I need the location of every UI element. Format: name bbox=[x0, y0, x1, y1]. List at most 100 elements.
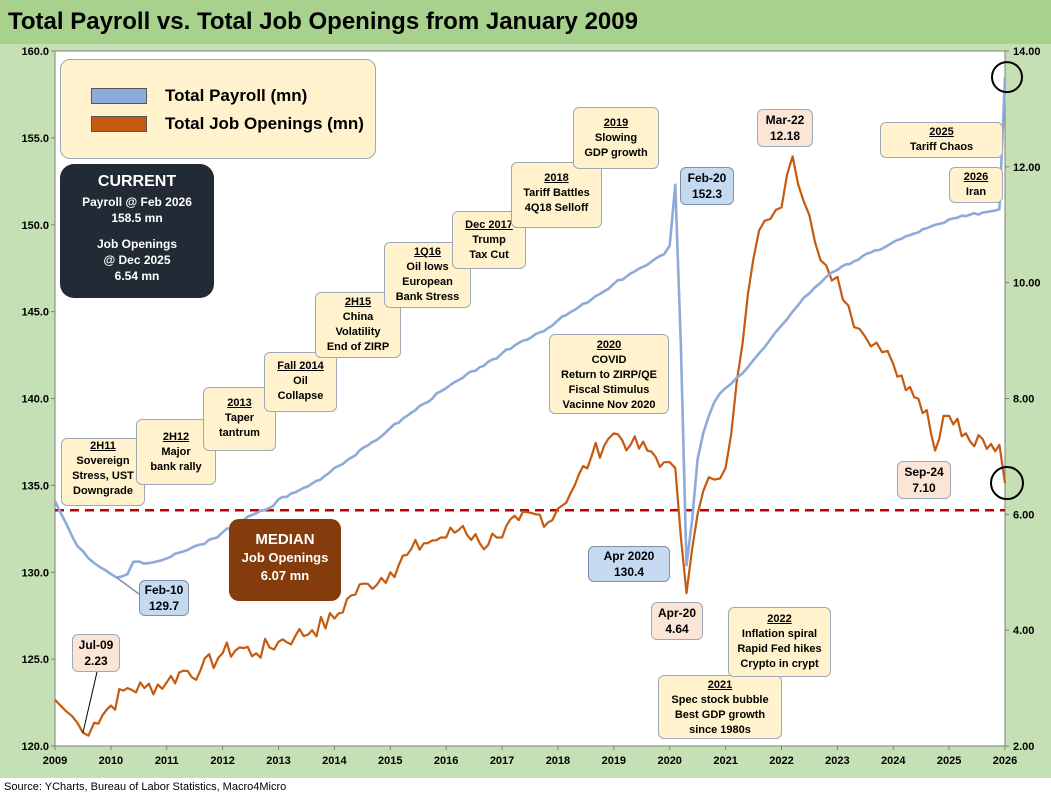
source-note: Source: YCharts, Bureau of Labor Statist… bbox=[4, 781, 287, 793]
callout-value: 2.23 bbox=[84, 654, 108, 668]
callout-jul-09: Jul-09 2.23 bbox=[72, 634, 120, 672]
callout-value: 4.64 bbox=[665, 622, 689, 636]
series-openings-line bbox=[54, 155, 1007, 737]
annotation-line: Tariff Battles bbox=[523, 187, 590, 199]
callout-label: Sep-24 bbox=[904, 465, 944, 479]
y-left-tick-label: 155.0 bbox=[21, 133, 49, 145]
y-left-tick-label: 135.0 bbox=[21, 480, 49, 492]
annotation-line: since 1980s bbox=[689, 724, 751, 736]
callout-feb-20: Feb-20 152.3 bbox=[680, 167, 734, 205]
x-tick-label: 2015 bbox=[378, 755, 402, 767]
y-left-tick-label: 125.0 bbox=[21, 654, 49, 666]
annotation-line: GDP growth bbox=[584, 147, 648, 159]
annotation-head: 2019 bbox=[603, 117, 629, 129]
callout-label: Apr 2020 bbox=[603, 549, 655, 563]
x-tick-label: 2026 bbox=[993, 755, 1017, 767]
callout-mar-22: Mar-22 12.18 bbox=[757, 109, 813, 147]
series-payroll-line bbox=[53, 77, 1007, 579]
callout-feb-10: Feb-10 129.7 bbox=[139, 580, 189, 616]
x-tick-label: 2011 bbox=[155, 755, 179, 767]
median-box: MEDIAN Job Openings 6.07 mn bbox=[229, 519, 341, 601]
y-right-tick-label: 6.00 bbox=[1013, 509, 1034, 521]
y-right-tick-label: 8.00 bbox=[1013, 394, 1034, 406]
payroll-endpoint-circle bbox=[991, 61, 1023, 94]
y-left-tick-label: 140.0 bbox=[21, 394, 49, 406]
annotation-2021: 2021 Spec stock bubble Best GDP growth s… bbox=[658, 675, 782, 739]
annotation-line: Spec stock bubble bbox=[671, 694, 769, 706]
annotation-head: 2021 bbox=[707, 679, 733, 691]
x-tick-label: 2025 bbox=[937, 755, 961, 767]
current-openings-date: @ Dec 2025 bbox=[103, 253, 171, 267]
annotation-2h12: 2H12 Major bank rally bbox=[136, 419, 216, 485]
annotation-line: Tax Cut bbox=[469, 249, 509, 261]
annotation-line: COVID bbox=[591, 354, 627, 366]
annotation-2018: 2018 Tariff Battles 4Q18 Selloff bbox=[511, 162, 602, 228]
callout-apr-2020: Apr 2020 130.4 bbox=[588, 546, 670, 582]
annotation-line: Crypto in crypt bbox=[740, 658, 819, 670]
annotation-head: 2018 bbox=[544, 172, 569, 184]
annotation-line: Taper bbox=[224, 412, 255, 424]
annotation-line: Collapse bbox=[277, 390, 324, 402]
annotation-line: Inflation spiral bbox=[741, 628, 818, 640]
annotation-line: Slowing bbox=[594, 132, 638, 144]
current-openings-value: 6.54 mn bbox=[114, 269, 160, 283]
x-tick-label: 2013 bbox=[266, 755, 290, 767]
callout-value: 12.18 bbox=[769, 129, 801, 143]
x-tick-label: 2022 bbox=[769, 755, 793, 767]
y-right-tick-label: 4.00 bbox=[1013, 625, 1034, 637]
x-tick-label: 2010 bbox=[99, 755, 123, 767]
annotation-line: Oil bbox=[293, 375, 308, 387]
legend-payroll: Total Payroll (mn) bbox=[91, 86, 307, 106]
x-tick-label: 2017 bbox=[490, 755, 514, 767]
annotation-2026: 2026 Iran bbox=[949, 167, 1003, 203]
y-left-tick-label: 145.0 bbox=[21, 307, 49, 319]
legend-openings: Total Job Openings (mn) bbox=[91, 114, 364, 134]
annotation-2020: 2020 COVID Return to ZIRP/QE Fiscal Stim… bbox=[549, 334, 669, 414]
annotation-line: tantrum bbox=[219, 427, 260, 439]
callout-value: 129.7 bbox=[148, 599, 180, 613]
chart-title: Total Payroll vs. Total Job Openings fro… bbox=[8, 8, 638, 35]
x-tick-label: 2012 bbox=[210, 755, 234, 767]
feb-10-leader bbox=[116, 576, 140, 595]
annotation-head: 2026 bbox=[963, 171, 989, 183]
annotation-line: Downgrade bbox=[73, 485, 133, 497]
annotation-head: 2025 bbox=[929, 126, 954, 138]
x-tick-label: 2024 bbox=[881, 755, 906, 767]
legend-openings-label: Total Job Openings (mn) bbox=[165, 114, 364, 133]
annotation-2013: 2013 Taper tantrum bbox=[203, 387, 276, 451]
annotation-line: Tariff Chaos bbox=[909, 141, 974, 153]
annotation-head: 2H11 bbox=[90, 440, 116, 452]
annotation-line: Best GDP growth bbox=[674, 709, 766, 721]
median-value: 6.07 mn bbox=[260, 568, 310, 583]
current-payroll-label: Payroll @ Feb 2026 bbox=[82, 195, 192, 209]
callout-label: Apr-20 bbox=[657, 606, 696, 620]
current-box: CURRENT Payroll @ Feb 2026 158.5 mn Job … bbox=[60, 164, 214, 298]
annotation-line: China bbox=[342, 311, 374, 323]
x-tick-label: 2009 bbox=[43, 755, 67, 767]
annotation-line: 4Q18 Selloff bbox=[524, 202, 589, 214]
annotation-line: Return to ZIRP/QE bbox=[561, 369, 657, 381]
y-right-tick-label: 2.00 bbox=[1013, 741, 1034, 753]
callout-value: 7.10 bbox=[912, 481, 936, 495]
x-tick-label: 2023 bbox=[825, 755, 849, 767]
annotation-head: 2020 bbox=[596, 339, 622, 351]
current-payroll-value: 158.5 mn bbox=[111, 211, 163, 225]
y-left-tick-label: 130.0 bbox=[21, 567, 49, 579]
annotation-2025: 2025 Tariff Chaos bbox=[880, 122, 1003, 158]
y-right-tick-label: 10.00 bbox=[1013, 278, 1041, 290]
annotation-line: Volatility bbox=[335, 326, 381, 338]
annotation-line: Sovereign bbox=[76, 455, 130, 467]
current-title: CURRENT bbox=[97, 173, 177, 190]
annotation-line: Oil lows bbox=[406, 261, 449, 273]
annotation-line: Fiscal Stimulus bbox=[568, 384, 650, 396]
annotation-line: End of ZIRP bbox=[326, 341, 390, 353]
median-label: Job Openings bbox=[241, 550, 329, 565]
jul-09-leader bbox=[82, 671, 98, 733]
x-tick-label: 2019 bbox=[602, 755, 626, 767]
annotation-head: 2013 bbox=[227, 397, 252, 409]
openings-endpoint-circle bbox=[990, 466, 1024, 501]
annotation-line: Rapid Fed hikes bbox=[737, 643, 822, 655]
title-bar bbox=[0, 0, 1051, 44]
callout-value: 130.4 bbox=[613, 565, 645, 579]
annotation-line: Trump bbox=[472, 234, 506, 246]
